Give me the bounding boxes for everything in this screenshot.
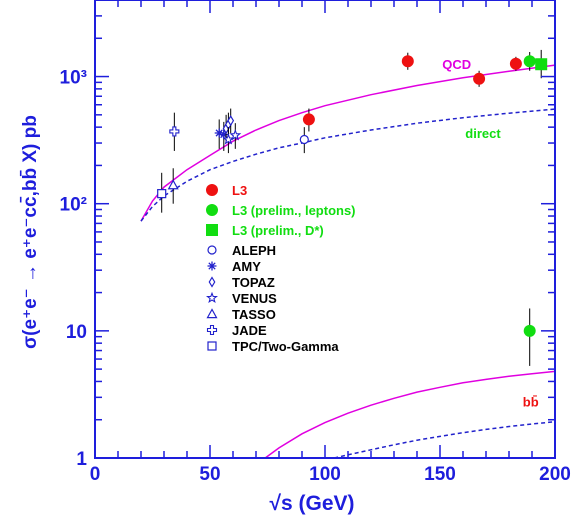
- legend-item-amy: AMY: [207, 259, 261, 274]
- data-point-jade: [169, 112, 180, 151]
- legend-item-tasso: TASSO: [206, 307, 276, 322]
- curve-label-qcd: QCD: [442, 57, 471, 72]
- legend-item-venus: VENUS: [205, 291, 277, 306]
- legend-item-jade: JADE: [206, 323, 267, 338]
- x-tick-label: 150: [424, 464, 456, 485]
- legend-label: ALEPH: [232, 243, 276, 258]
- legend-marker-filled-circle: [206, 204, 218, 216]
- data-point-l3-prelim-leptons: [523, 51, 536, 71]
- axis-labels-layer: 0 50 100 150 200 1 10 10² 10³ √s (GeV) σ(e⁺e⁻ → e⁺…: [20, 68, 571, 515]
- marker-open-square: [157, 189, 167, 199]
- legend-item-l3-prelim-leptons: L3 (prelim., leptons): [206, 203, 356, 218]
- data-point-topaz: [227, 108, 235, 133]
- legend-item-aleph: ALEPH: [207, 243, 276, 258]
- curve-bb: [264, 370, 556, 459]
- marker-open-triangle: [167, 179, 179, 190]
- legend-marker-open-triangle: [206, 308, 218, 319]
- data-point-l3: [509, 56, 522, 71]
- data-point-l3-prelim-leptons: [523, 308, 536, 366]
- legend-label: TPC/Two-Gamma: [232, 339, 339, 354]
- data-point-venus: [229, 123, 242, 149]
- data-point-tpc-two-gamma: [157, 172, 167, 213]
- marker-asterisk: [214, 128, 224, 138]
- x-tick-label: 100: [309, 464, 341, 485]
- legend-label: L3: [232, 183, 247, 198]
- legend-marker-open-square: [207, 341, 217, 351]
- curve-qcd: [140, 64, 556, 222]
- legend-label: L3 (prelim., leptons): [232, 203, 356, 218]
- legend-marker-asterisk: [207, 261, 217, 271]
- marker-filled-circle: [523, 324, 536, 337]
- data-point-amy: [214, 119, 224, 149]
- y-tick-label: 10²: [60, 195, 87, 216]
- curve-direct: [140, 108, 556, 222]
- legend-item-topaz: TOPAZ: [208, 275, 275, 290]
- legend-marker-filled-square: [206, 224, 218, 236]
- y-tick-label: 10: [66, 322, 87, 343]
- legend-label: AMY: [232, 259, 261, 274]
- curve-label-bb: bb̄: [523, 394, 539, 409]
- marker-open-cross: [169, 126, 180, 137]
- data-point-venus: [222, 127, 235, 154]
- y-axis-title: σ(e⁺e⁻ → e⁺e⁻cc̄,bb̄ X) pb: [20, 115, 41, 349]
- legend-label: TOPAZ: [232, 275, 275, 290]
- legend-label: L3 (prelim., D*): [232, 223, 324, 238]
- curve-label-direct: direct: [465, 126, 501, 141]
- legend-marker-open-star: [205, 291, 219, 304]
- data-points-layer: [157, 49, 548, 366]
- legend-marker-open-circle: [207, 245, 217, 255]
- data-point-aleph: [299, 127, 309, 154]
- data-point-l3-prelim-d: [535, 49, 548, 79]
- axis-ticks-layer: [94, 0, 556, 459]
- data-point-l3: [473, 70, 486, 87]
- data-point-l3: [302, 108, 315, 132]
- legend-marker-open-diamond: [208, 276, 216, 288]
- marker-open-star: [222, 133, 235, 145]
- legend-marker-open-cross: [206, 324, 218, 336]
- x-axis-title: √s (GeV): [269, 492, 354, 515]
- y-tick-label: 10³: [60, 68, 87, 89]
- curve-bb-direct: [334, 420, 556, 459]
- legend-label: VENUS: [232, 291, 277, 306]
- marker-asterisk: [219, 130, 229, 139]
- marker-open-diamond: [227, 114, 235, 127]
- data-point-tasso: [167, 168, 179, 204]
- y-tick-label: 1: [76, 449, 87, 470]
- x-tick-label: 200: [539, 464, 571, 485]
- marker-filled-square: [535, 58, 548, 71]
- legend-marker-filled-circle: [206, 184, 218, 196]
- marker-filled-circle: [509, 57, 522, 70]
- legend-label: JADE: [232, 323, 267, 338]
- legend-item-l3-prelim-d: L3 (prelim., D*): [206, 223, 324, 238]
- legend-item-tpc-two-gamma: TPC/Two-Gamma: [207, 339, 339, 354]
- x-tick-label: 50: [199, 464, 220, 485]
- marker-filled-circle: [523, 55, 536, 68]
- data-point-l3: [401, 52, 414, 70]
- marker-filled-circle: [401, 55, 414, 68]
- legend: L3 L3 (prelim., leptons) L3 (prelim., D*) A…: [205, 183, 356, 354]
- marker-filled-circle: [473, 72, 486, 85]
- marker-open-star: [229, 129, 242, 141]
- curves-layer: [140, 64, 556, 459]
- marker-open-circle: [299, 134, 309, 145]
- legend-label: TASSO: [232, 307, 276, 322]
- legend-item-l3: L3: [206, 183, 247, 198]
- curve-labels-layer: QCD direct bb̄: [442, 57, 538, 409]
- x-tick-label: 0: [90, 464, 101, 485]
- marker-filled-circle: [302, 113, 315, 126]
